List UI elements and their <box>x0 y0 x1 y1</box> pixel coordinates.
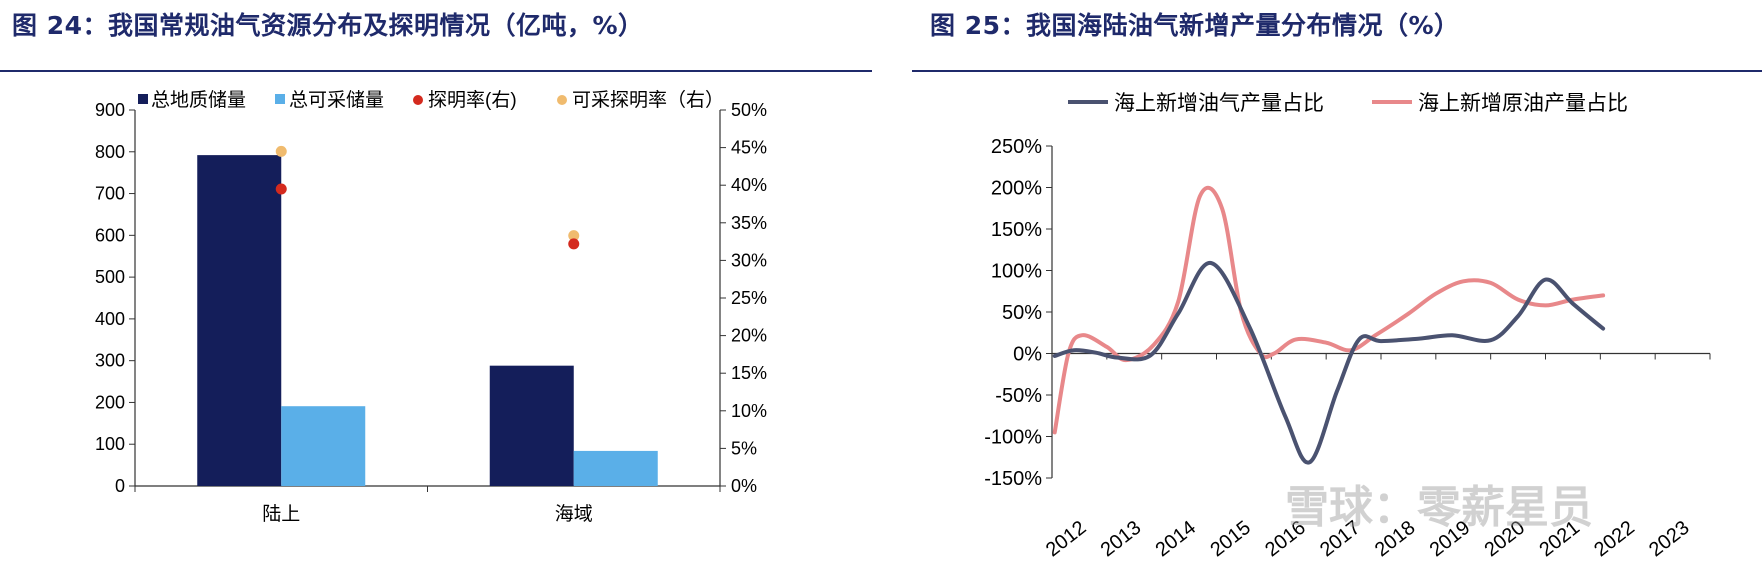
left-title-rule <box>0 70 872 72</box>
x-tick-label: 2023 <box>1645 517 1694 562</box>
right-y-tick-label: 20% <box>731 326 767 346</box>
watermark-text: 雪球：零薪星员 <box>1285 483 1593 532</box>
right-y-tick-label: 25% <box>731 288 767 308</box>
y-tick-label: 100% <box>991 261 1042 283</box>
right-y-tick-label: 15% <box>731 363 767 383</box>
y-tick-label: -100% <box>984 427 1042 449</box>
dot-recoverable-proven-rate <box>568 230 580 242</box>
x-tick-label: 2012 <box>1042 517 1091 562</box>
bar-total-reserves <box>489 365 574 486</box>
bar-total-reserves <box>197 155 282 486</box>
legend-swatch-recoverable-proven-rate <box>557 95 567 105</box>
right-y-tick-label: 45% <box>731 138 767 158</box>
right-y-tick-label: 0% <box>731 476 757 496</box>
x-tick-label: 2013 <box>1097 517 1146 562</box>
right-y-tick-label: 50% <box>731 100 767 120</box>
x-category-label: 陆上 <box>262 503 300 525</box>
right-y-tick-label: 35% <box>731 213 767 233</box>
right-title-rule <box>912 70 1762 72</box>
left-y-tick-label: 0 <box>115 476 125 496</box>
left-y-tick-label: 700 <box>95 184 125 204</box>
legend-label-offshore-oil-gas: 海上新增油气产量占比 <box>1114 92 1324 115</box>
legend-swatch-proven-rate <box>413 95 423 105</box>
dot-proven-rate <box>275 183 287 195</box>
bar-recoverable-reserves <box>281 406 366 486</box>
legend-label-offshore-crude: 海上新增原油产量占比 <box>1418 92 1628 115</box>
y-tick-label: 50% <box>1002 302 1042 324</box>
series-line-offshore-oil-gas <box>1052 261 1606 465</box>
left-y-tick-label: 300 <box>95 351 125 371</box>
legend-label-recoverable-reserves: 总可采储量 <box>289 89 384 111</box>
right-y-tick-label: 5% <box>731 438 757 458</box>
bar-recoverable-reserves <box>573 450 658 486</box>
right-y-tick-label: 40% <box>731 175 767 195</box>
y-tick-label: 0% <box>1013 344 1042 366</box>
dot-recoverable-proven-rate <box>275 145 287 157</box>
legend-swatch-total-reserves <box>138 94 148 104</box>
x-tick-label: 2022 <box>1590 517 1639 562</box>
legend-label-total-reserves: 总地质储量 <box>151 89 246 111</box>
left-y-tick-label: 800 <box>95 142 125 162</box>
left-y-tick-label: 100 <box>95 434 125 454</box>
left-y-tick-label: 500 <box>95 267 125 287</box>
legend-swatch-recoverable-reserves <box>275 94 285 104</box>
left-y-tick-label: 200 <box>95 392 125 412</box>
right-y-tick-label: 30% <box>731 250 767 270</box>
y-tick-label: 250% <box>991 136 1042 158</box>
right-figure-title: 图 25：我国海陆油气新增产量分布情况（%） <box>930 11 1460 40</box>
left-y-tick-label: 900 <box>95 100 125 120</box>
left-figure-title: 图 24：我国常规油气资源分布及探明情况（亿吨，%） <box>12 11 644 40</box>
legend-label-recoverable-proven-rate: 可采探明率（右） <box>572 89 724 111</box>
y-tick-label: 200% <box>991 178 1042 200</box>
left-y-tick-label: 600 <box>95 225 125 245</box>
left-y-tick-label: 400 <box>95 309 125 329</box>
x-tick-label: 2015 <box>1206 517 1255 562</box>
y-tick-label: -150% <box>984 468 1042 490</box>
dot-proven-rate <box>568 238 580 250</box>
legend-label-proven-rate: 探明率(右) <box>428 89 517 111</box>
right-y-tick-label: 10% <box>731 401 767 421</box>
x-tick-label: 2014 <box>1152 517 1201 562</box>
x-category-label: 海域 <box>555 503 593 525</box>
y-tick-label: -50% <box>995 385 1042 407</box>
y-tick-label: 150% <box>991 219 1042 241</box>
